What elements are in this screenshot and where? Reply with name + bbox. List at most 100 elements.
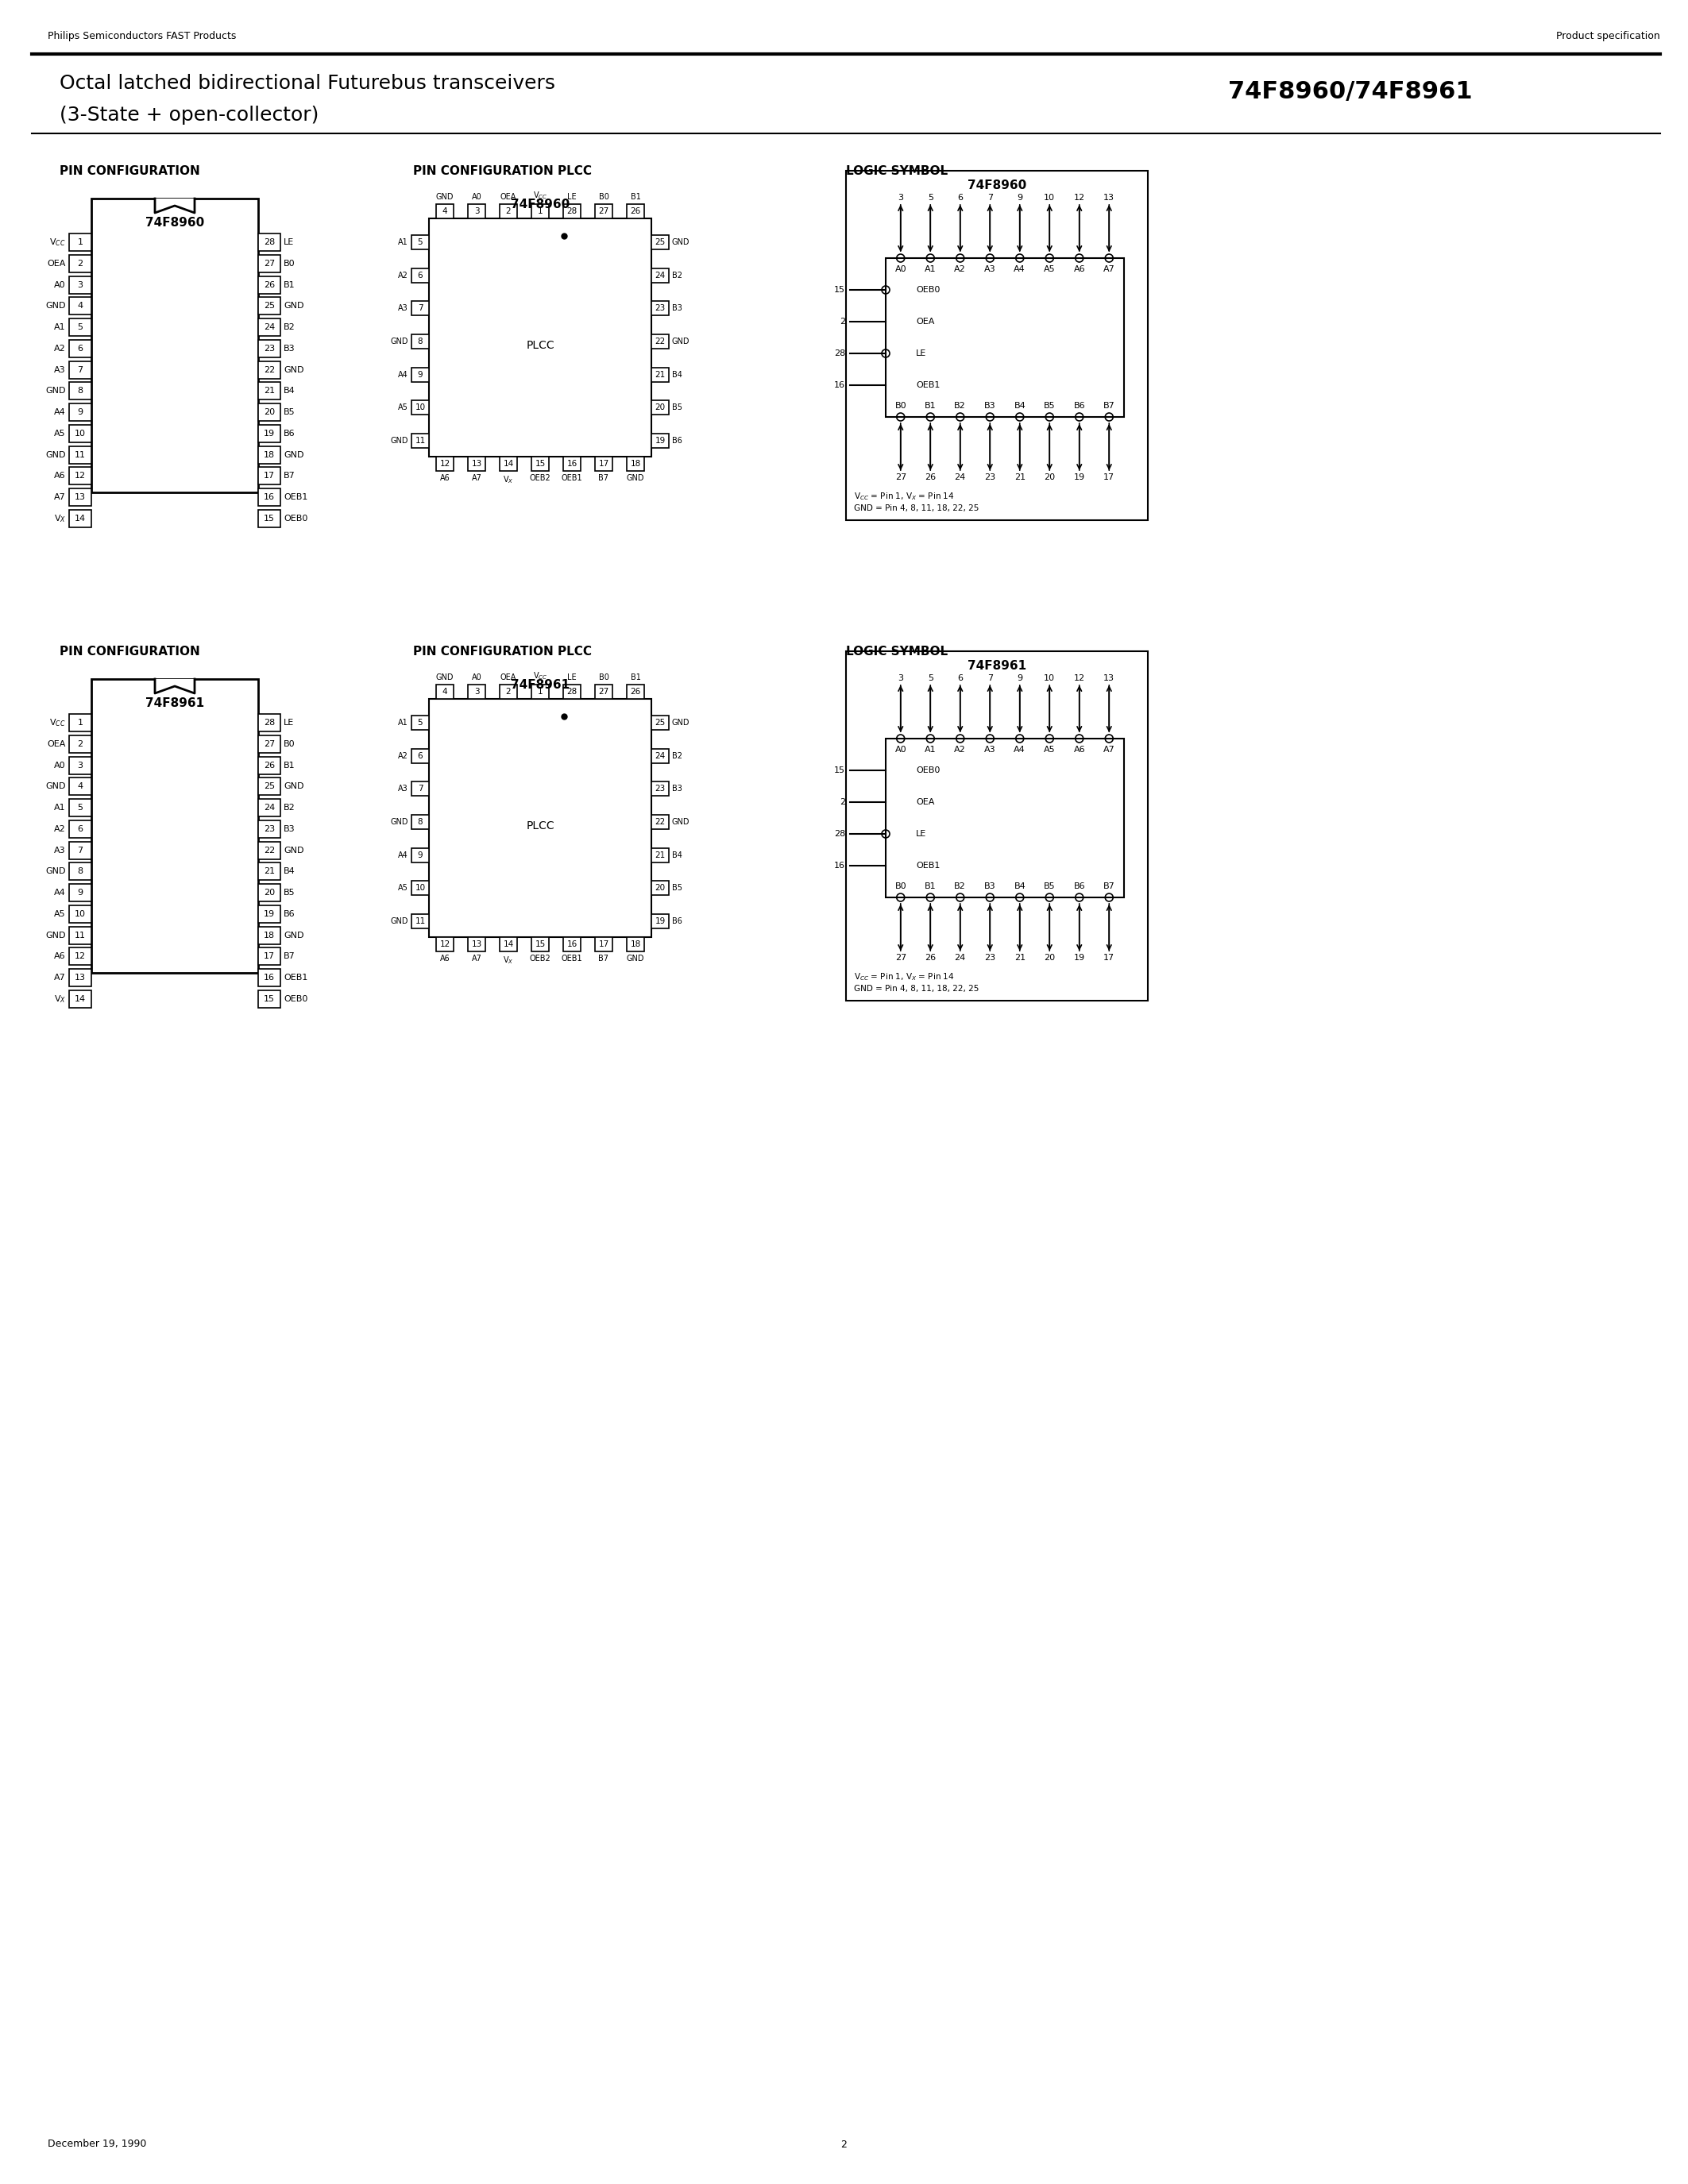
Bar — [69, 467, 91, 485]
Text: B5: B5 — [672, 885, 682, 891]
Text: 23: 23 — [263, 345, 275, 352]
Text: GND: GND — [284, 450, 304, 459]
Text: 25: 25 — [655, 238, 665, 247]
Text: A1: A1 — [54, 323, 66, 332]
Text: A1: A1 — [398, 238, 408, 247]
Text: 26: 26 — [263, 282, 275, 288]
Text: V$_X$: V$_X$ — [503, 474, 513, 485]
Bar — [532, 456, 549, 472]
Bar — [626, 456, 645, 472]
Text: 8: 8 — [417, 339, 422, 345]
Text: 3: 3 — [474, 207, 479, 216]
Text: 6: 6 — [957, 194, 962, 201]
Text: 24: 24 — [954, 474, 966, 480]
Text: B5: B5 — [284, 889, 295, 898]
Bar — [69, 906, 91, 924]
Text: 13: 13 — [74, 494, 86, 502]
Text: 19: 19 — [263, 430, 275, 437]
Bar — [69, 841, 91, 858]
Polygon shape — [155, 199, 194, 212]
Text: GND: GND — [672, 719, 690, 727]
Bar — [69, 297, 91, 314]
Text: GND: GND — [46, 450, 66, 459]
Bar — [69, 404, 91, 422]
Bar — [412, 236, 429, 249]
Text: OEA: OEA — [917, 797, 935, 806]
Text: GND: GND — [390, 339, 408, 345]
Text: 17: 17 — [599, 461, 609, 467]
Bar — [652, 367, 668, 382]
Text: A3: A3 — [398, 784, 408, 793]
Text: PLCC: PLCC — [527, 821, 554, 832]
Text: GND: GND — [672, 339, 690, 345]
Bar — [652, 716, 668, 729]
Text: A0: A0 — [895, 264, 906, 273]
Text: GND: GND — [672, 238, 690, 247]
Text: 10: 10 — [74, 911, 86, 917]
Bar — [436, 684, 454, 699]
Bar — [258, 736, 280, 753]
Text: 13: 13 — [471, 941, 481, 948]
Text: A1: A1 — [398, 719, 408, 727]
Text: 3: 3 — [898, 194, 903, 201]
Text: 7: 7 — [417, 304, 422, 312]
Bar — [652, 269, 668, 282]
Text: V$_{CC}$: V$_{CC}$ — [533, 670, 547, 681]
Text: OEA: OEA — [47, 740, 66, 747]
Text: B4: B4 — [284, 867, 295, 876]
Text: 28: 28 — [834, 830, 846, 839]
Text: A1: A1 — [54, 804, 66, 812]
Bar — [258, 821, 280, 839]
Text: A0: A0 — [895, 745, 906, 753]
Bar — [500, 203, 517, 218]
Text: 10: 10 — [415, 885, 425, 891]
Text: 21: 21 — [1014, 954, 1025, 961]
Text: 2: 2 — [506, 688, 511, 697]
Text: A1: A1 — [925, 745, 937, 753]
Bar — [500, 937, 517, 952]
Text: 9: 9 — [78, 889, 83, 898]
Bar — [412, 301, 429, 314]
Text: B3: B3 — [984, 882, 996, 891]
Text: GND: GND — [46, 301, 66, 310]
Bar — [594, 456, 613, 472]
Bar — [69, 341, 91, 358]
Text: V$_X$: V$_X$ — [54, 994, 66, 1005]
Text: 6: 6 — [417, 271, 422, 280]
Text: 74F8960: 74F8960 — [967, 179, 1026, 190]
Text: 2: 2 — [839, 317, 846, 325]
Text: 1: 1 — [537, 207, 544, 216]
Bar — [258, 446, 280, 463]
Text: OEB1: OEB1 — [284, 974, 307, 983]
Text: 9: 9 — [417, 852, 422, 858]
Text: 19: 19 — [655, 437, 665, 446]
Text: 3: 3 — [78, 762, 83, 769]
Text: 26: 26 — [630, 207, 641, 216]
Text: 28: 28 — [567, 688, 577, 697]
Bar — [258, 404, 280, 422]
Bar — [652, 880, 668, 895]
Bar — [258, 863, 280, 880]
Text: 15: 15 — [834, 286, 846, 295]
Text: LE: LE — [284, 719, 294, 727]
Text: PIN CONFIGURATION: PIN CONFIGURATION — [59, 164, 199, 177]
Text: 5: 5 — [417, 719, 422, 727]
Bar — [69, 275, 91, 293]
Bar — [412, 749, 429, 762]
Text: 5: 5 — [417, 238, 422, 247]
Text: 19: 19 — [1074, 474, 1085, 480]
Text: 3: 3 — [898, 675, 903, 681]
Text: B3: B3 — [284, 345, 295, 352]
Bar — [258, 360, 280, 378]
Bar — [412, 269, 429, 282]
Bar — [468, 937, 486, 952]
Bar — [436, 203, 454, 218]
Text: LE: LE — [567, 673, 577, 681]
Polygon shape — [155, 679, 194, 692]
Text: 3: 3 — [474, 688, 479, 697]
Bar — [258, 714, 280, 732]
Text: 26: 26 — [925, 474, 935, 480]
Text: B6: B6 — [672, 917, 682, 926]
Text: 26: 26 — [263, 762, 275, 769]
Text: 14: 14 — [74, 996, 86, 1002]
